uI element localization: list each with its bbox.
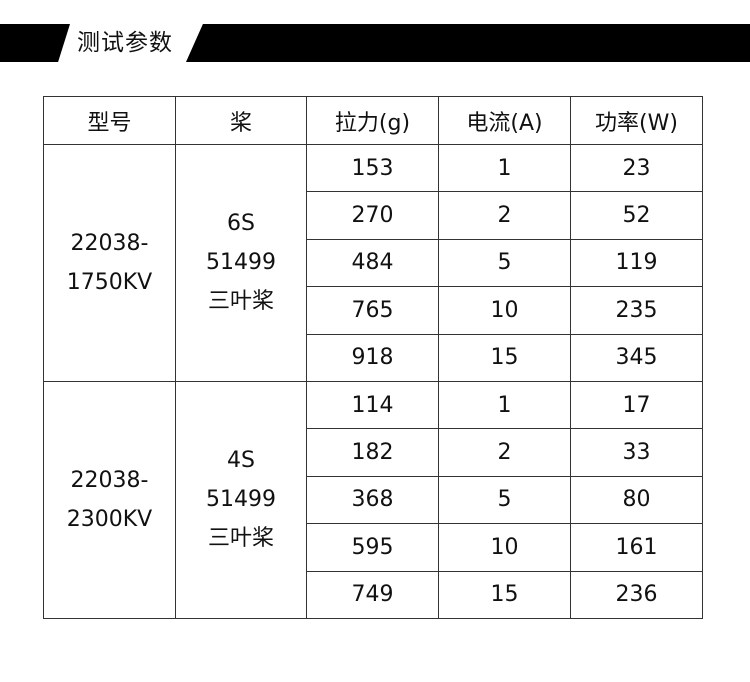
section-title: 测试参数 [77, 30, 173, 56]
propeller-cell: 4S 51499 三叶桨 [175, 380, 307, 619]
header-current: 电流(A) [438, 96, 571, 145]
thrust-cell: 918 [306, 333, 439, 382]
prop-line: 三叶桨 [207, 289, 274, 315]
current-cell: 1 [438, 143, 571, 193]
banner-bar-left [0, 24, 70, 62]
thrust-cell: 182 [306, 428, 439, 477]
prop-line: 6S [227, 211, 255, 237]
power-cell: 235 [570, 286, 703, 335]
current-cell: 5 [438, 475, 571, 525]
thrust-cell: 114 [306, 380, 439, 430]
thrust-cell: 153 [306, 143, 439, 193]
table-row: 595 10 161 [44, 523, 703, 572]
power-cell: 23 [570, 143, 703, 193]
model-line: 22038- [70, 230, 149, 256]
current-cell: 15 [438, 333, 571, 382]
header-propeller: 桨 [175, 96, 307, 145]
power-cell: 119 [570, 238, 703, 288]
section-banner: 测试参数 [0, 24, 750, 62]
current-cell: 15 [438, 570, 571, 619]
table-row: 749 15 236 [44, 570, 703, 619]
table-row: 22038- 1750KV 6S 51499 三叶桨 153 1 23 [43, 143, 703, 382]
banner-bar-right [186, 24, 750, 62]
table-header-row: 型号 桨 拉力(g) 电流(A) 功率(W) [43, 96, 703, 145]
prop-line: 三叶桨 [207, 526, 274, 552]
thrust-cell: 368 [306, 475, 439, 525]
header-thrust: 拉力(g) [306, 96, 439, 145]
power-cell: 345 [570, 333, 703, 382]
model-cell: 22038- 1750KV [43, 144, 176, 382]
power-cell: 52 [570, 191, 703, 240]
power-cell: 80 [570, 475, 703, 525]
header-power: 功率(W) [570, 96, 703, 145]
thrust-cell: 270 [306, 191, 439, 240]
table-row: 270 2 52 [44, 191, 703, 240]
test-parameters-table: 型号 桨 拉力(g) 电流(A) 功率(W) 22038- 1750KV 6S … [43, 96, 703, 619]
thrust-cell: 484 [306, 238, 439, 288]
table-row: 484 5 119 [44, 238, 703, 288]
table-row: 765 10 235 [44, 286, 703, 335]
current-cell: 2 [438, 191, 571, 240]
current-cell: 10 [438, 523, 571, 572]
model-line: 2300KV [66, 506, 153, 532]
model-line: 1750KV [66, 269, 153, 295]
current-cell: 1 [438, 380, 571, 430]
power-cell: 236 [570, 570, 703, 619]
table-row: 22038- 2300KV 4S 51499 三叶桨 114 1 17 [43, 380, 703, 619]
power-cell: 17 [570, 380, 703, 430]
power-cell: 161 [570, 523, 703, 572]
header-model: 型号 [43, 96, 176, 145]
prop-line: 51499 [206, 250, 276, 276]
current-cell: 5 [438, 238, 571, 288]
model-line: 22038- [70, 467, 149, 493]
thrust-cell: 595 [306, 523, 439, 572]
thrust-cell: 765 [306, 286, 439, 335]
table-row: 182 2 33 [44, 428, 703, 477]
prop-line: 4S [227, 448, 255, 474]
thrust-cell: 749 [306, 570, 439, 619]
power-cell: 33 [570, 428, 703, 477]
current-cell: 2 [438, 428, 571, 477]
model-cell: 22038- 2300KV [43, 380, 176, 619]
prop-line: 51499 [206, 487, 276, 513]
current-cell: 10 [438, 286, 571, 335]
table-row: 918 15 345 [44, 333, 703, 382]
propeller-cell: 6S 51499 三叶桨 [175, 144, 307, 382]
table-row: 368 5 80 [44, 475, 703, 525]
